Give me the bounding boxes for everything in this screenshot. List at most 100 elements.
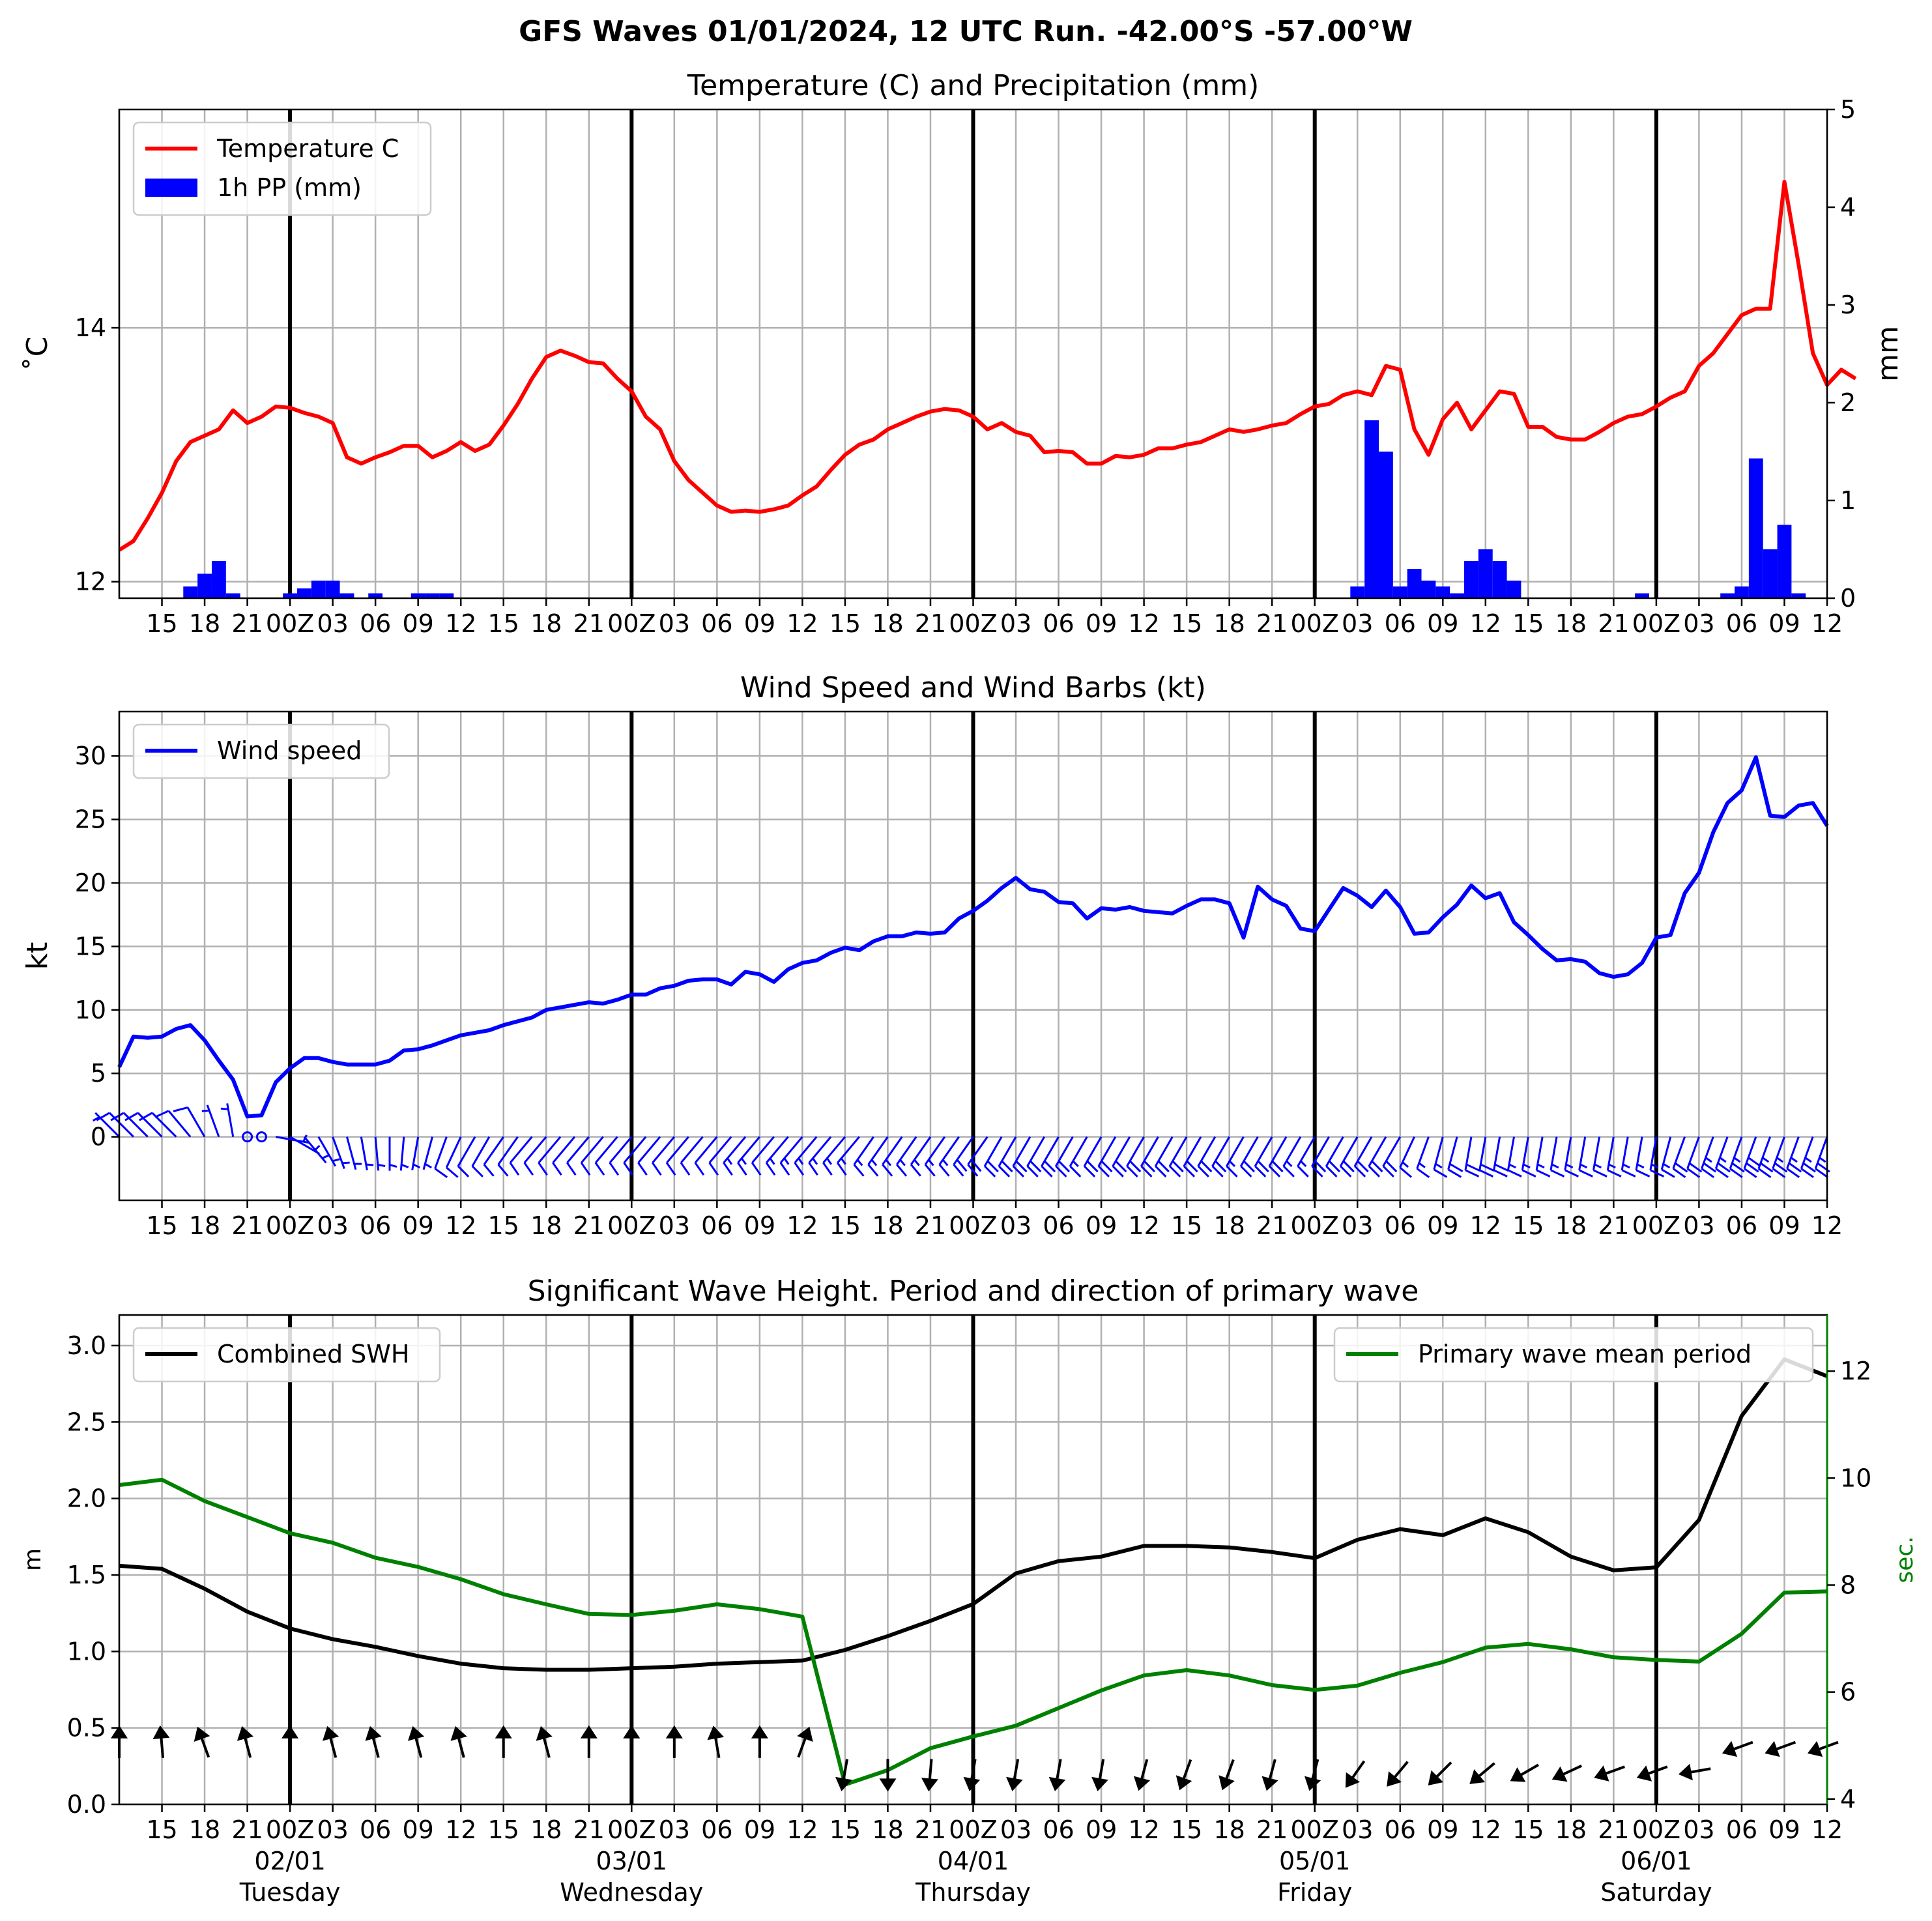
wind-barb-flag [1593,1169,1608,1177]
wind-barb-flag [853,1164,865,1177]
wind-barb-flag [1155,1165,1167,1177]
wind-barb-half [366,1163,374,1166]
wind-barb [1041,1136,1060,1177]
wind-barb-flag [1385,1160,1398,1173]
wind-barb [1140,1136,1159,1177]
x-tick-label: 18 [872,1211,903,1240]
wind-barb-flag [1030,1160,1042,1173]
wind-barb-flag [910,1164,921,1177]
wind-barb-flag [1015,1160,1028,1173]
wind-barb-half [412,1163,421,1169]
arrow-head [623,1725,641,1739]
x-tick-label: 15 [829,1815,861,1844]
wind-barb [303,1136,330,1164]
wind-barb [1069,1136,1088,1177]
wind-barb-staff [623,1136,647,1164]
wind-barb-flag [1772,1168,1786,1178]
wind-barb-flag [509,1162,520,1176]
wind-barb-flag [1055,1165,1067,1177]
x-tick-label: 06 [1043,1211,1074,1240]
arrow-shaft [1181,1759,1192,1782]
wind-barb-staff [594,1136,618,1164]
wind-barb-staff [637,1136,661,1164]
arrow-head [665,1725,683,1739]
wind-barb [1521,1136,1536,1177]
wind-barb-flag [1340,1165,1352,1177]
arrow-shaft [928,1759,933,1783]
wind-barb [1282,1136,1302,1177]
wave-direction-arrow [1765,1740,1796,1757]
x-tick-label: 03 [317,1211,348,1240]
wind-barb-flag [1026,1165,1039,1177]
wind-barb-half [1719,1157,1727,1163]
wind-barb [808,1136,832,1176]
wind-barb [983,1136,1003,1177]
wind-barb [1564,1136,1579,1177]
wind-barb-flag [708,1162,719,1176]
wind-barb-flag [867,1164,879,1177]
y2-axis-label: mm [1871,326,1905,382]
wind-barb-half [840,1157,846,1165]
arrow-head [1262,1776,1278,1791]
x-tick-label: 15 [829,1211,861,1240]
precip-bar [1635,593,1649,598]
panel-title: Temperature (C) and Precipitation (mm) [687,69,1260,102]
x-tick-label: 18 [189,1211,220,1240]
arrow-head [963,1776,981,1791]
x-tick-label: 00Z [949,1815,997,1844]
x-tick-label: 09 [402,609,433,638]
wind-barb [497,1136,519,1177]
wind-barb-half [92,1116,100,1122]
y2-tick-label: 8 [1840,1570,1856,1599]
wind-barb-flag [1157,1160,1170,1173]
precip-bar [225,593,240,598]
x-tick-label: 09 [744,1211,775,1240]
wind-barb-flag [1701,1168,1714,1178]
wave-direction-arrow [1006,1759,1023,1791]
arrow-head [1469,1769,1485,1784]
wind-barb-staff [666,1136,689,1164]
day-weekday-label: Thursday [915,1878,1031,1907]
x-tick-label: 00Z [1291,1211,1339,1240]
wind-barb-half [1651,1163,1659,1169]
wind-barb-flag [1800,1168,1814,1178]
arrow-head [1387,1771,1402,1787]
wind-barb [92,1112,121,1138]
wind-barb-flag [1226,1165,1238,1177]
wind-barb [1550,1136,1565,1177]
x-tick-label: 21 [573,1815,605,1844]
y-tick-label: 1.5 [67,1561,106,1589]
x-tick-label: 00Z [1632,1211,1680,1240]
x-tick-label: 06 [1385,1815,1416,1844]
wind-barb-half [871,1159,878,1166]
wind-barb-flag [1479,1169,1494,1177]
x-tick-label: 15 [1171,1815,1202,1844]
wind-barb [483,1136,504,1177]
wind-barb-flag [1112,1165,1124,1177]
y2-tick-label: 2 [1840,388,1856,417]
x-tick-label: 12 [1811,1211,1843,1240]
wind-barb-flag [1368,1165,1381,1177]
day-weekday-label: Wednesday [560,1878,703,1907]
precip-bar [1720,593,1735,598]
wind-barb-flag [446,1166,459,1178]
wave-direction-arrow [365,1726,382,1758]
x-tick-label: 09 [1086,609,1117,638]
x-tick-label: 09 [744,609,775,638]
x-tick-label: 09 [1086,1211,1117,1240]
x-tick-label: 06 [1726,1211,1757,1240]
y2-tick-label: 0 [1840,584,1856,613]
wind-barb [1254,1136,1273,1177]
wind-barb-flag [1183,1165,1196,1177]
wind-barb [1055,1136,1074,1177]
wind-barb-flag [794,1162,805,1176]
wind-barb-flag [1744,1168,1757,1178]
wind-barb-flag [580,1162,591,1176]
wind-barb-flag [666,1162,676,1176]
wave-direction-arrow [879,1759,897,1792]
precip-bar [339,593,354,598]
x-tick-label: 12 [786,1211,818,1240]
legend-label: Primary wave mean period [1418,1340,1752,1368]
wind-barb-flag [1254,1165,1267,1177]
arrow-head [1175,1775,1192,1791]
